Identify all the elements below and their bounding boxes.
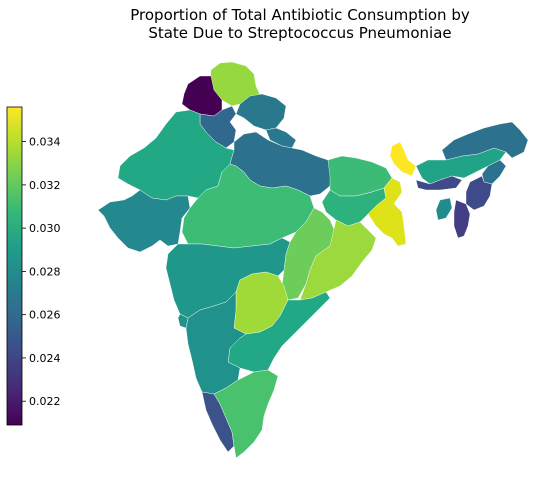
region-sikkim-wb-north xyxy=(389,141,417,177)
region-himachal xyxy=(235,93,287,131)
region-meghalaya xyxy=(415,175,463,191)
colorbar-tick-label: 0.028 xyxy=(29,265,61,278)
colorbar-tick-label: 0.022 xyxy=(29,395,61,408)
region-nagaland xyxy=(481,159,507,185)
colorbar-ticks: 0.022 0.024 0.026 0.028 0.030 0.032 0.034 xyxy=(22,136,61,408)
colorbar-tick-label: 0.026 xyxy=(29,309,61,322)
region-uttarakhand xyxy=(265,127,297,149)
region-arunachal xyxy=(441,121,529,161)
colorbar-gradient xyxy=(6,106,23,426)
colorbar-tick-label: 0.024 xyxy=(29,352,61,365)
region-gujarat xyxy=(97,189,191,253)
region-karnataka xyxy=(185,291,247,395)
region-odisha xyxy=(299,219,377,301)
region-tripura xyxy=(435,197,453,221)
colorbar-tick-label: 0.034 xyxy=(29,136,61,149)
region-tamil-nadu xyxy=(213,369,279,459)
colorbar-tick-label: 0.030 xyxy=(29,222,61,235)
region-manipur xyxy=(465,175,493,211)
region-rajasthan xyxy=(117,109,235,201)
region-mizoram xyxy=(453,199,471,239)
colorbar-tick-label: 0.032 xyxy=(29,179,61,192)
region-west-bengal xyxy=(367,177,407,247)
map-title: Proportion of Total Antibiotic Consumpti… xyxy=(90,6,510,42)
region-goa xyxy=(177,313,189,329)
title-line-2: State Due to Streptococcus Pneumoniae xyxy=(148,24,452,42)
title-line-1: Proportion of Total Antibiotic Consumpti… xyxy=(130,6,470,24)
map-border-outline xyxy=(97,201,111,211)
